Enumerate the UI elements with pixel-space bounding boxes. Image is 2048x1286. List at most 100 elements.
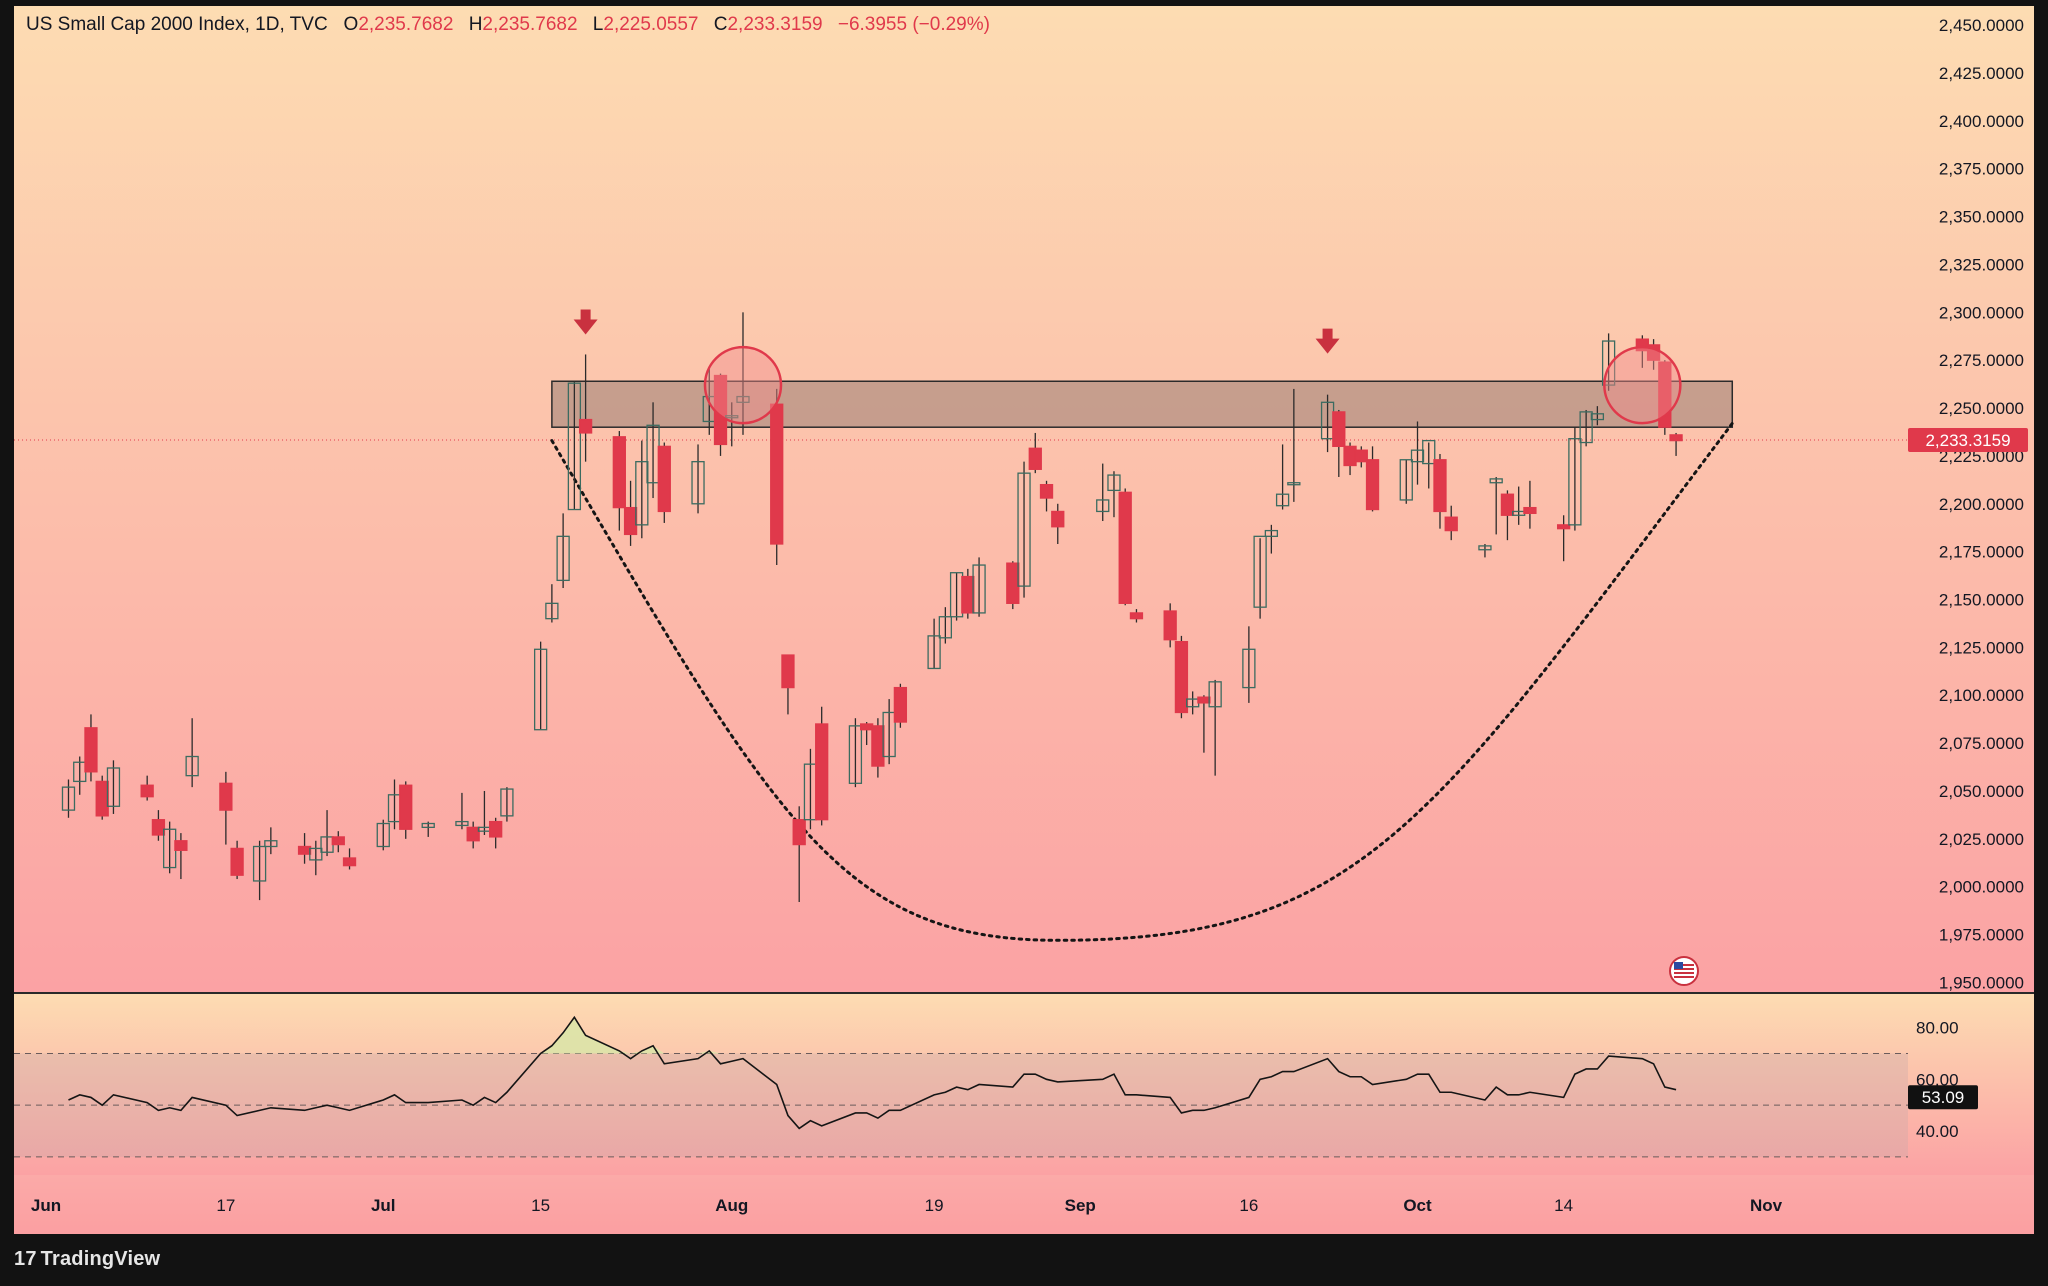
low-label: L bbox=[592, 14, 604, 35]
candle-up bbox=[691, 461, 705, 505]
price-axis: 2,450.0000 2,425.0000 2,400.0000 2,375.0000… bbox=[1939, 16, 2024, 992]
candle-up bbox=[477, 826, 492, 832]
candle-up bbox=[1399, 459, 1413, 501]
candle-down bbox=[84, 727, 98, 773]
rsi-tick-label: 60.00 bbox=[1916, 1070, 1959, 1089]
candle-down bbox=[230, 847, 244, 876]
price-tick-label: 2,400.0000 bbox=[1939, 112, 2024, 131]
price-tick-label: 2,175.0000 bbox=[1939, 543, 2024, 562]
candle-up bbox=[320, 836, 334, 853]
candle-up bbox=[1017, 472, 1031, 587]
price-tick-label: 2,350.0000 bbox=[1939, 208, 2024, 227]
candle-up bbox=[927, 635, 941, 670]
candle-down bbox=[1365, 459, 1380, 511]
candle-down bbox=[297, 845, 312, 855]
change-value: −6.3955 (−0.29%) bbox=[837, 14, 990, 35]
candle-down bbox=[1669, 434, 1683, 442]
price-tick-label: 1,950.0000 bbox=[1939, 973, 2024, 992]
candle-up bbox=[1287, 482, 1301, 486]
candle-down bbox=[792, 819, 806, 846]
candle-up bbox=[882, 711, 896, 758]
candle-down bbox=[219, 782, 233, 811]
time-tick-label: Sep bbox=[1065, 1196, 1096, 1215]
candle-down bbox=[1006, 562, 1020, 604]
cup-curve bbox=[550, 421, 1734, 942]
candle-up bbox=[1096, 499, 1110, 513]
candle-down bbox=[1523, 506, 1537, 515]
candle-down bbox=[578, 418, 593, 434]
candle-up bbox=[1579, 411, 1593, 444]
tradingview-logo-text: TradingView bbox=[40, 1248, 161, 1270]
highlight-circle bbox=[703, 345, 783, 425]
time-tick-label: 15 bbox=[531, 1196, 550, 1215]
candle-down bbox=[612, 436, 626, 509]
candle-up bbox=[73, 761, 87, 783]
candle-down bbox=[1354, 449, 1368, 463]
candle-up bbox=[387, 794, 402, 823]
candle-up bbox=[252, 845, 267, 882]
tradingview-mark-icon: 17 bbox=[14, 1248, 37, 1270]
price-tick-label: 2,300.0000 bbox=[1939, 303, 2024, 322]
tradingview-logo[interactable]: 17 TradingView bbox=[14, 1248, 160, 1271]
flag-canton bbox=[1674, 962, 1683, 969]
time-tick-label: Oct bbox=[1403, 1196, 1432, 1215]
candle-up bbox=[163, 828, 177, 869]
candle-down bbox=[1163, 610, 1177, 641]
candle-down bbox=[1174, 640, 1189, 714]
time-tick-label: 16 bbox=[1239, 1196, 1258, 1215]
candle-down bbox=[1500, 493, 1515, 516]
high-label: H bbox=[468, 14, 483, 35]
candle-down bbox=[1658, 361, 1672, 428]
candle-down bbox=[151, 819, 166, 836]
candle-down bbox=[871, 725, 885, 767]
candle-down bbox=[657, 445, 671, 513]
time-tick-label: Aug bbox=[715, 1196, 748, 1215]
candle-up bbox=[556, 535, 570, 582]
rsi-pane-background bbox=[14, 994, 2034, 1175]
candle-down bbox=[1332, 411, 1346, 447]
price-tick-label: 2,200.0000 bbox=[1939, 495, 2024, 514]
down-arrow-icon bbox=[1315, 328, 1340, 354]
candle-down bbox=[399, 784, 413, 830]
candle-down bbox=[140, 784, 154, 798]
time-tick-label: Nov bbox=[1750, 1196, 1783, 1215]
candle-down bbox=[1118, 491, 1132, 604]
time-axis: Jun 17 Jul 15 Aug 19 Sep 16 Oct 14 Nov bbox=[31, 1196, 1783, 1215]
candle-up bbox=[455, 820, 469, 827]
candle-down bbox=[1039, 483, 1054, 499]
price-tick-label: 2,250.0000 bbox=[1939, 399, 2024, 418]
price-tick-label: 2,375.0000 bbox=[1939, 160, 2024, 179]
candle-down bbox=[860, 723, 874, 731]
time-tick-label: 19 bbox=[925, 1196, 944, 1215]
price-tick-label: 2,025.0000 bbox=[1939, 830, 2024, 849]
candle-down bbox=[489, 820, 503, 838]
candle-down bbox=[815, 723, 829, 821]
candle-up bbox=[421, 822, 435, 828]
candle-down bbox=[781, 654, 795, 689]
rsi-tick-label: 80.00 bbox=[1916, 1019, 1959, 1038]
flag-stripe bbox=[1674, 972, 1694, 974]
candle-up bbox=[1107, 474, 1121, 492]
candle-up bbox=[1478, 545, 1492, 551]
down-arrow-icon bbox=[573, 309, 598, 335]
candle-up bbox=[1208, 681, 1222, 708]
legend-header: US Small Cap 2000 Index, 1D, TVC O2,235.… bbox=[26, 14, 1000, 36]
time-tick-label: Jul bbox=[371, 1196, 396, 1215]
candle-up bbox=[1242, 648, 1256, 689]
candle-down bbox=[1556, 524, 1571, 530]
candle-up bbox=[1410, 449, 1425, 463]
close-label: C bbox=[713, 14, 728, 35]
symbol-title: US Small Cap 2000 Index, 1D, TVC bbox=[26, 14, 328, 35]
price-tick-label: 2,075.0000 bbox=[1939, 734, 2024, 753]
candle-down bbox=[1444, 516, 1458, 532]
low-value: 2,225.0557 bbox=[603, 14, 699, 35]
candle-up bbox=[1422, 439, 1436, 465]
candle-up bbox=[736, 395, 750, 403]
candle-up bbox=[61, 786, 76, 811]
candle-up bbox=[185, 755, 199, 777]
candle-up bbox=[646, 424, 660, 484]
candle-up bbox=[1568, 438, 1582, 526]
candle-up bbox=[309, 847, 323, 861]
candle-up bbox=[1253, 535, 1267, 608]
